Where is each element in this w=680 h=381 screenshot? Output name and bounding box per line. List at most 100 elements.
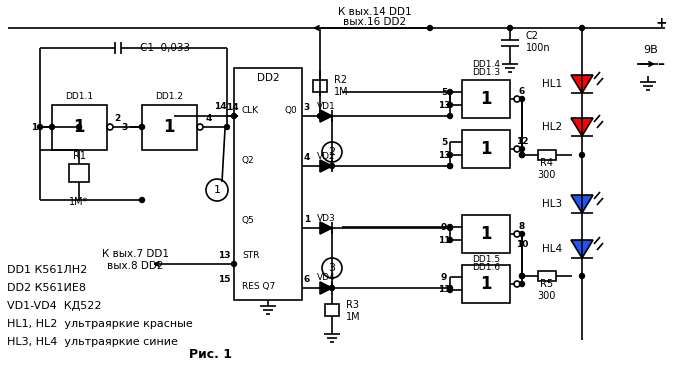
Text: C2
100n: C2 100n <box>526 31 551 53</box>
Text: Q0: Q0 <box>284 106 297 115</box>
Circle shape <box>37 125 43 130</box>
Text: HL1: HL1 <box>542 79 562 89</box>
Text: DD1.6: DD1.6 <box>472 263 500 272</box>
Circle shape <box>507 26 513 30</box>
Bar <box>69 164 89 182</box>
Polygon shape <box>571 195 593 213</box>
Text: 1M*: 1M* <box>69 197 88 207</box>
Circle shape <box>579 152 585 157</box>
Bar <box>538 271 556 281</box>
Circle shape <box>447 288 452 293</box>
Text: Рис. 1: Рис. 1 <box>188 349 231 362</box>
Text: VD2: VD2 <box>317 152 335 160</box>
Text: 3: 3 <box>328 263 335 273</box>
Bar <box>462 130 510 168</box>
Text: 13: 13 <box>438 101 450 109</box>
Polygon shape <box>571 118 593 136</box>
Bar <box>142 105 197 150</box>
Circle shape <box>139 125 145 130</box>
Text: вых.16 DD2: вых.16 DD2 <box>343 17 407 27</box>
Text: Q2: Q2 <box>242 155 254 165</box>
Circle shape <box>428 26 432 30</box>
Text: R2
1M: R2 1M <box>334 75 349 97</box>
Text: 3: 3 <box>304 102 310 112</box>
Text: 1: 1 <box>214 185 220 195</box>
Circle shape <box>447 226 452 231</box>
Text: VD4: VD4 <box>317 274 335 282</box>
Text: К вых.7 DD1: К вых.7 DD1 <box>101 249 169 259</box>
Text: 1: 1 <box>73 118 85 136</box>
Text: DD2 К561ИЕ8: DD2 К561ИЕ8 <box>7 283 86 293</box>
Circle shape <box>520 282 524 287</box>
Text: STR: STR <box>242 251 259 261</box>
Bar <box>234 68 302 300</box>
Text: 13: 13 <box>218 251 231 261</box>
Circle shape <box>447 152 452 157</box>
Circle shape <box>520 274 524 279</box>
Text: HL3: HL3 <box>542 199 562 209</box>
Text: HL4: HL4 <box>542 244 562 254</box>
Polygon shape <box>320 110 332 122</box>
Polygon shape <box>320 282 332 294</box>
Circle shape <box>447 102 452 107</box>
Text: Q5: Q5 <box>242 216 255 224</box>
Circle shape <box>447 163 452 168</box>
Circle shape <box>579 26 585 30</box>
Text: К вых.14 DD1: К вых.14 DD1 <box>338 7 412 17</box>
Text: CLK: CLK <box>242 106 259 115</box>
Text: DD1.4: DD1.4 <box>472 59 500 69</box>
Polygon shape <box>571 240 593 258</box>
Text: DD1.3: DD1.3 <box>472 67 500 77</box>
Text: 1: 1 <box>480 225 492 243</box>
Circle shape <box>318 114 322 118</box>
Circle shape <box>579 274 585 279</box>
Text: 5: 5 <box>441 88 447 96</box>
Circle shape <box>520 96 524 101</box>
Text: DD1.5: DD1.5 <box>472 255 500 264</box>
Text: 1: 1 <box>304 215 310 224</box>
Text: 1: 1 <box>480 140 492 158</box>
Circle shape <box>77 125 82 130</box>
Circle shape <box>447 237 452 242</box>
Text: R5
300: R5 300 <box>538 279 556 301</box>
Text: 9В: 9В <box>644 45 658 55</box>
Text: 4: 4 <box>304 152 310 162</box>
Polygon shape <box>571 75 593 93</box>
Circle shape <box>520 232 524 237</box>
Text: DD1 К561ЛН2: DD1 К561ЛН2 <box>7 265 87 275</box>
Text: VD1: VD1 <box>317 101 335 110</box>
Text: C1  0,033: C1 0,033 <box>140 43 190 53</box>
Text: 13: 13 <box>438 150 450 160</box>
Text: 2: 2 <box>114 114 120 123</box>
Circle shape <box>50 125 54 130</box>
Circle shape <box>447 90 452 94</box>
Text: RES Q7: RES Q7 <box>242 282 275 290</box>
Circle shape <box>447 285 452 290</box>
Circle shape <box>139 125 145 130</box>
Text: DD2: DD2 <box>256 73 279 83</box>
Text: DD1.1: DD1.1 <box>65 91 93 101</box>
Text: вых.8 DD2: вых.8 DD2 <box>107 261 163 271</box>
Circle shape <box>139 197 145 202</box>
Circle shape <box>447 224 452 229</box>
Text: 14: 14 <box>226 102 238 112</box>
Bar <box>313 80 327 92</box>
Text: –: – <box>658 57 664 71</box>
Text: 2: 2 <box>328 147 335 157</box>
Text: 14: 14 <box>214 101 226 110</box>
Circle shape <box>520 147 524 152</box>
Circle shape <box>231 114 237 118</box>
Bar <box>52 105 107 150</box>
Text: 11: 11 <box>438 285 450 295</box>
Text: VD1-VD4  КД522: VD1-VD4 КД522 <box>7 301 101 311</box>
Text: +: + <box>656 16 667 30</box>
Text: 8: 8 <box>519 221 525 231</box>
Text: 9: 9 <box>441 272 447 282</box>
Text: 3: 3 <box>121 123 127 131</box>
Text: 1: 1 <box>31 123 37 131</box>
Text: DD1.2: DD1.2 <box>155 91 183 101</box>
Text: R3
1M: R3 1M <box>346 300 360 322</box>
Text: R1: R1 <box>73 151 86 161</box>
Circle shape <box>520 152 524 157</box>
Text: 5: 5 <box>441 138 447 147</box>
